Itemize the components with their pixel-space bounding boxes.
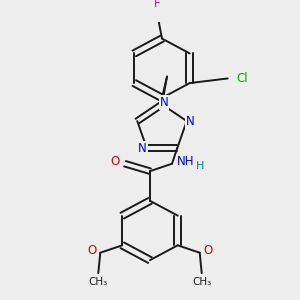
Text: O: O [203, 244, 212, 257]
Text: N: N [186, 115, 195, 128]
Text: NH: NH [177, 155, 195, 168]
Text: CH₃: CH₃ [89, 278, 108, 287]
Text: N: N [138, 142, 147, 154]
Text: N: N [160, 96, 168, 109]
Text: Cl: Cl [236, 72, 248, 85]
Text: F: F [154, 0, 160, 10]
Text: H: H [196, 160, 204, 171]
Text: O: O [110, 155, 120, 168]
Text: O: O [88, 244, 97, 257]
Text: CH₃: CH₃ [192, 278, 211, 287]
